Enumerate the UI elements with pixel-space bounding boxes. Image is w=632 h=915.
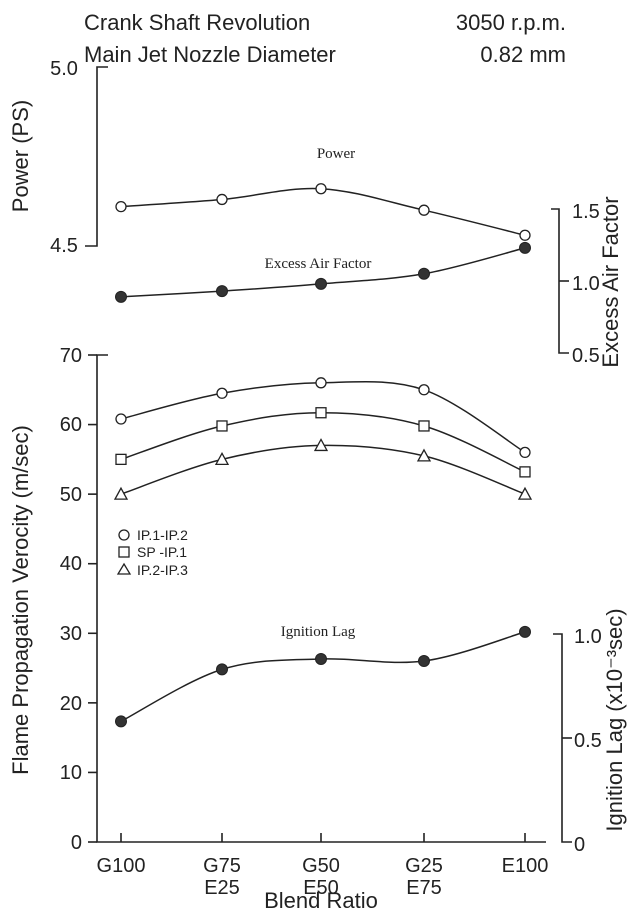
- flame-tick-40: 40: [60, 553, 82, 575]
- x-category-label-3-0: G25: [405, 855, 443, 877]
- flame-tick-70: 70: [60, 345, 82, 367]
- power-tick-bottom: 4.5: [50, 235, 78, 257]
- power-point-4: [519, 229, 531, 241]
- power-point-3: [418, 204, 430, 216]
- legend-triangle-icon: [116, 562, 132, 575]
- flame-series-1-point-1: [216, 420, 228, 432]
- flame-series-ip2-ip3-line: [120, 444, 526, 495]
- header-line1-label: Crank Shaft Revolution: [84, 10, 310, 35]
- x-category-label-2-0: G50: [302, 855, 340, 877]
- flame-series-0-point-4: [519, 446, 531, 459]
- x-axis-ticks: [120, 833, 526, 842]
- excess-air-tick-1.5: 1.5: [572, 201, 600, 223]
- flame-series-2-point-0: [113, 486, 129, 500]
- excess-air-point-1: [216, 285, 228, 298]
- ignition-lag-panel: 1.0 0.5 0 Ignition Lag (x10⁻³sec) Igniti…: [115, 608, 627, 856]
- power-point-1: [216, 193, 228, 206]
- excess-air-series-label: Excess Air Factor: [265, 256, 372, 272]
- legend-circle-icon: [118, 529, 130, 541]
- flame-series-2-point-3: [416, 448, 432, 462]
- excess-air-point-3: [418, 267, 430, 280]
- power-panel: 5.0 4.5 Power (PS) Power: [8, 58, 531, 257]
- ignition-lag-point-3: [418, 655, 430, 668]
- ignition-lag-series-line: [120, 631, 526, 723]
- excess-air-point-0: [115, 290, 127, 303]
- ignition-lag-point-2: [315, 652, 327, 665]
- power-tick-top: 5.0: [50, 58, 78, 80]
- power-axis-label: Power (PS): [8, 100, 33, 212]
- power-series-label: Power: [317, 146, 355, 162]
- x-category-label-4-0: E100: [502, 855, 549, 877]
- flame-panel: 0 10 20 30 40 50 60 70 Flame Propagation…: [8, 345, 548, 913]
- flame-tick-10: 10: [60, 762, 82, 784]
- x-category-label-1-1: E25: [204, 877, 240, 899]
- power-y-axis: [85, 66, 108, 247]
- excess-air-panel: 1.5 1.0 0.5 Excess Air Factor Excess Air…: [115, 196, 623, 368]
- ignition-lag-tick-1.0: 1.0: [574, 626, 602, 648]
- legend-label-sp-ip1: SP -IP.1: [137, 544, 187, 560]
- legend-label-ip2-ip3: IP.2-IP.3: [137, 562, 188, 578]
- header-line1-value: 3050 r.p.m.: [456, 10, 566, 35]
- excess-air-tick-1.0: 1.0: [572, 273, 600, 295]
- flame-series-0-point-1: [216, 387, 228, 399]
- flame-tick-60: 60: [60, 414, 82, 436]
- ignition-lag-tick-0: 0: [574, 834, 585, 856]
- flame-series-0-point-3: [418, 384, 430, 396]
- legend-square-icon: [118, 546, 130, 558]
- excess-air-point-2: [315, 277, 327, 290]
- legend: IP.1-IP.2 SP -IP.1 IP.2-IP.3: [116, 527, 188, 578]
- ignition-lag-markers: [115, 625, 531, 728]
- header-line2-label: Main Jet Nozzle Diameter: [84, 42, 336, 67]
- ignition-lag-point-0: [115, 715, 127, 728]
- power-point-2: [315, 183, 327, 195]
- ignition-lag-tick-0.5: 0.5: [574, 730, 602, 752]
- flame-y-tick-marks: [88, 354, 97, 843]
- header-line2-value: 0.82 mm: [480, 42, 566, 67]
- flame-series-2-point-1: [214, 451, 230, 466]
- power-point-0: [115, 200, 127, 213]
- x-axis-label: Blend Ratio: [264, 888, 378, 913]
- flame-axes: [96, 354, 546, 843]
- flame-series-2-point-4: [517, 486, 533, 500]
- x-category-label-1-0: G75: [203, 855, 241, 877]
- flame-series-0-point-2: [315, 377, 327, 389]
- power-markers: [115, 183, 531, 241]
- flame-tick-30: 30: [60, 623, 82, 645]
- excess-air-axis-label: Excess Air Factor: [598, 196, 623, 367]
- flame-series-1-point-3: [418, 420, 430, 432]
- flame-series-1-point-2: [315, 407, 327, 419]
- flame-series-2-point-2: [313, 438, 329, 452]
- ignition-lag-axis-label: Ignition Lag (x10⁻³sec): [602, 608, 627, 831]
- excess-air-point-4: [519, 241, 531, 254]
- ignition-lag-series-label: Ignition Lag: [281, 624, 356, 640]
- excess-air-tick-0.5: 0.5: [572, 345, 600, 367]
- legend-label-ip1-ip2: IP.1-IP.2: [137, 527, 188, 543]
- x-category-label-0-0: G100: [97, 855, 146, 877]
- flame-tick-50: 50: [60, 484, 82, 506]
- ignition-lag-point-1: [216, 663, 228, 676]
- flame-tick-20: 20: [60, 693, 82, 715]
- power-series-line: [120, 187, 526, 237]
- flame-tick-0: 0: [71, 832, 82, 854]
- flame-axis-label: Flame Propagation Verocity (m/sec): [8, 425, 33, 775]
- x-category-label-3-1: E75: [406, 877, 442, 899]
- excess-air-markers: [115, 241, 531, 303]
- flame-series-1-point-4: [519, 466, 531, 478]
- ignition-lag-point-4: [519, 625, 531, 638]
- flame-series-0-point-0: [115, 413, 127, 425]
- header: Crank Shaft Revolution 3050 r.p.m. Main …: [84, 10, 566, 67]
- flame-markers: [113, 377, 533, 500]
- x-category-label-2-1: E50: [303, 877, 339, 899]
- flame-series-1-point-0: [115, 453, 127, 466]
